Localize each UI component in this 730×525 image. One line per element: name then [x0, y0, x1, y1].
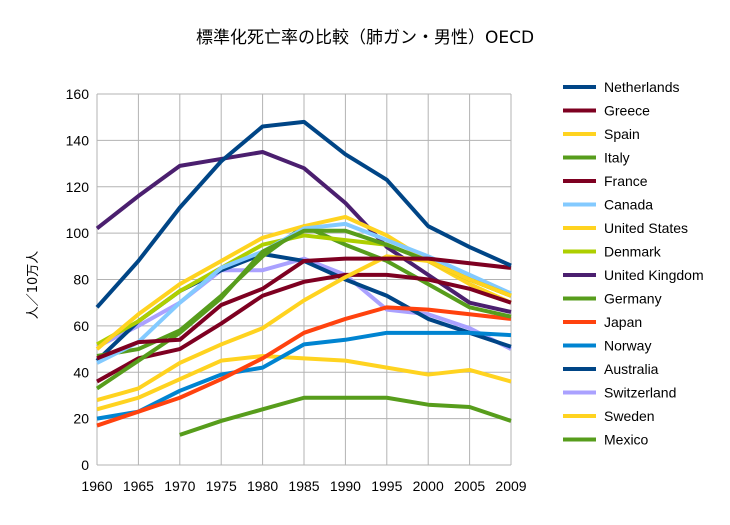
x-tick-label: 1980 [247, 478, 278, 494]
y-tick-label: 140 [66, 132, 90, 148]
legend-label-mexico: Mexico [604, 432, 649, 448]
series-line-mexico [179, 395, 512, 437]
legend-label-norway: Norway [604, 338, 651, 354]
axes [96, 94, 511, 466]
y-axis-label: 人／10万人 [26, 251, 41, 320]
legend-label-greece: Greece [604, 103, 650, 119]
gridlines [96, 93, 512, 466]
x-tick-label: 1965 [123, 478, 154, 494]
series-line-norway [96, 330, 512, 421]
series-line-greece [96, 256, 512, 361]
legend-label-united-states: United States [604, 220, 688, 236]
x-tick-label: 2005 [454, 478, 485, 494]
x-tick-label: 1985 [288, 478, 319, 494]
x-tick-label: 1970 [164, 478, 195, 494]
chart-title: 標準化死亡率の比較（肺ガン・男性）OECD [196, 28, 534, 48]
legend-label-spain: Spain [604, 126, 640, 142]
x-tick-label: 2009 [495, 478, 526, 494]
legend-label-japan: Japan [604, 314, 642, 330]
x-tick-label: 1990 [330, 478, 361, 494]
series-line-spain [96, 254, 512, 403]
series-line-switzerland [96, 256, 512, 351]
y-tick-label: 0 [81, 457, 89, 473]
legend-label-denmark: Denmark [604, 244, 662, 260]
x-tick-label: 2000 [413, 478, 444, 494]
y-tick-label: 80 [73, 272, 89, 288]
series-lines [95, 119, 512, 437]
series-line-japan [96, 305, 512, 428]
series-line-france [96, 272, 512, 384]
legend-label-france: France [604, 173, 648, 189]
legend-label-australia: Australia [604, 361, 659, 377]
y-axis-tick-labels: 0 20 40 60 80 100 120 140 160 [66, 86, 90, 473]
legend-label-switzerland: Switzerland [604, 385, 676, 401]
legend: Netherlands Greece Spain Italy France Canada U… [563, 79, 704, 448]
series-line-netherlands [95, 119, 512, 309]
legend-label-netherlands: Netherlands [604, 79, 680, 95]
y-tick-label: 60 [73, 318, 89, 334]
x-tick-label: 1995 [371, 478, 402, 494]
y-tick-label: 100 [66, 225, 90, 241]
y-tick-label: 20 [73, 411, 89, 427]
series-line-canada [96, 221, 512, 365]
legend-label-germany: Germany [604, 291, 662, 307]
y-tick-label: 160 [66, 86, 90, 102]
y-tick-label: 40 [73, 364, 89, 380]
series-line-sweden [96, 354, 512, 412]
x-axis-tick-labels: 1960 1965 1970 1975 1980 1985 1990 1995 2000 2005… [81, 478, 526, 494]
legend-label-canada: Canada [604, 197, 653, 213]
legend-label-sweden: Sweden [604, 408, 655, 424]
y-tick-label: 120 [66, 179, 90, 195]
legend-label-united-kingdom: United Kingdom [604, 267, 704, 283]
legend-label-italy: Italy [604, 150, 630, 166]
x-tick-label: 1960 [81, 478, 112, 494]
x-tick-label: 1975 [206, 478, 237, 494]
